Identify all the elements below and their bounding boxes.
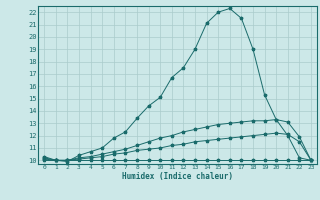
X-axis label: Humidex (Indice chaleur): Humidex (Indice chaleur) xyxy=(122,172,233,181)
